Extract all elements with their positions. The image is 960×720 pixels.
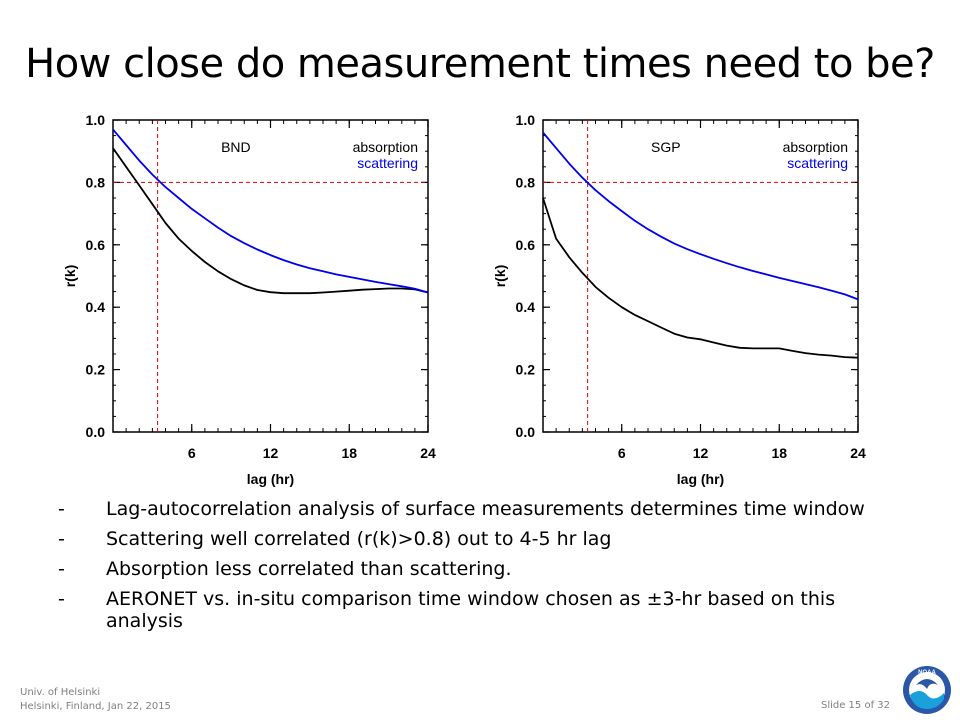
slide-number: Slide 15 of 32 [820,700,890,711]
bullet-text: Absorption less correlated than scatteri… [106,558,512,580]
x-tick-label: 12 [263,445,279,461]
bullet-text: Lag-autocorrelation analysis of surface … [106,498,865,520]
scattering-series-line [542,131,859,301]
y-tick-label: 0.4 [86,299,106,315]
x-tick-label: 12 [693,445,709,461]
x-axis-label: lag (hr) [247,471,294,487]
bullet-marker: - [58,588,65,610]
x-tick-label: 6 [188,445,196,461]
scattering-series-line [112,128,429,294]
bullet-text: AERONET vs. in-situ comparison time wind… [106,588,836,632]
legend-scattering: scattering [787,155,848,171]
y-axis-label: r(k) [492,265,508,288]
y-tick-label: 0.8 [86,174,106,190]
y-tick-label: 0.4 [516,299,536,315]
y-tick-label: 0.2 [516,362,536,378]
bullet-marker: - [58,558,65,580]
bullet-item: - Lag-autocorrelation analysis of surface… [58,498,918,520]
y-tick-label: 0.2 [86,362,106,378]
footer-institution: Univ. of Helsinki [20,687,101,698]
bullet-marker: - [58,498,65,520]
bullet-list: - Lag-autocorrelation analysis of surface… [58,498,918,640]
bullet-item: - Scattering well correlated (r(k)>0.8) o… [58,528,918,550]
site-label: SGP [651,139,681,155]
legend-scattering: scattering [357,155,418,171]
y-tick-label: 0.6 [86,237,106,253]
footer-venue: Univ. of Helsinki Helsinki, Finland, Jan… [20,686,171,714]
site-label: BND [221,139,251,155]
footer-location-date: Helsinki, Finland, Jan 22, 2015 [20,701,171,712]
y-tick-label: 0.6 [516,237,536,253]
y-tick-label: 0.8 [516,174,536,190]
sgp-chart: 0.0 0.2 0.4 0.6 0.8 1.0 6 12 18 24 lag (hr) r(k) SGP… [492,112,866,487]
x-tick-label: 6 [618,445,626,461]
x-tick-label: 18 [771,445,787,461]
bullet-item: - Absorption less correlated than scatter… [58,558,918,580]
x-axis-label: lag (hr) [677,471,724,487]
absorption-series-line [542,197,859,359]
legend-absorption: absorption [353,139,418,155]
slide-title: How close do measurement times need to b… [25,41,935,87]
y-axis-label: r(k) [62,265,78,288]
bullet-item: - AERONET vs. in-situ comparison time win… [58,588,918,632]
y-tick-label: 1.0 [86,112,106,128]
x-tick-label: 18 [341,445,357,461]
svg-text:NOAA: NOAA [918,670,936,676]
bullet-text: Scattering well correlated (r(k)>0.8) ou… [106,528,612,550]
y-tick-label: 1.0 [516,112,536,128]
noaa-logo-icon: NOAA [903,666,951,714]
legend-absorption: absorption [783,139,848,155]
y-tick-label: 0.0 [516,424,536,440]
y-tick-label: 0.0 [86,424,106,440]
bullet-marker: - [58,528,65,550]
x-tick-label: 24 [850,445,866,461]
bnd-chart: 0.0 0.2 0.4 0.6 0.8 1.0 6 12 18 24 lag (hr) r(k) BND… [62,112,436,487]
x-tick-label: 24 [420,445,436,461]
absorption-series-line [112,147,429,295]
